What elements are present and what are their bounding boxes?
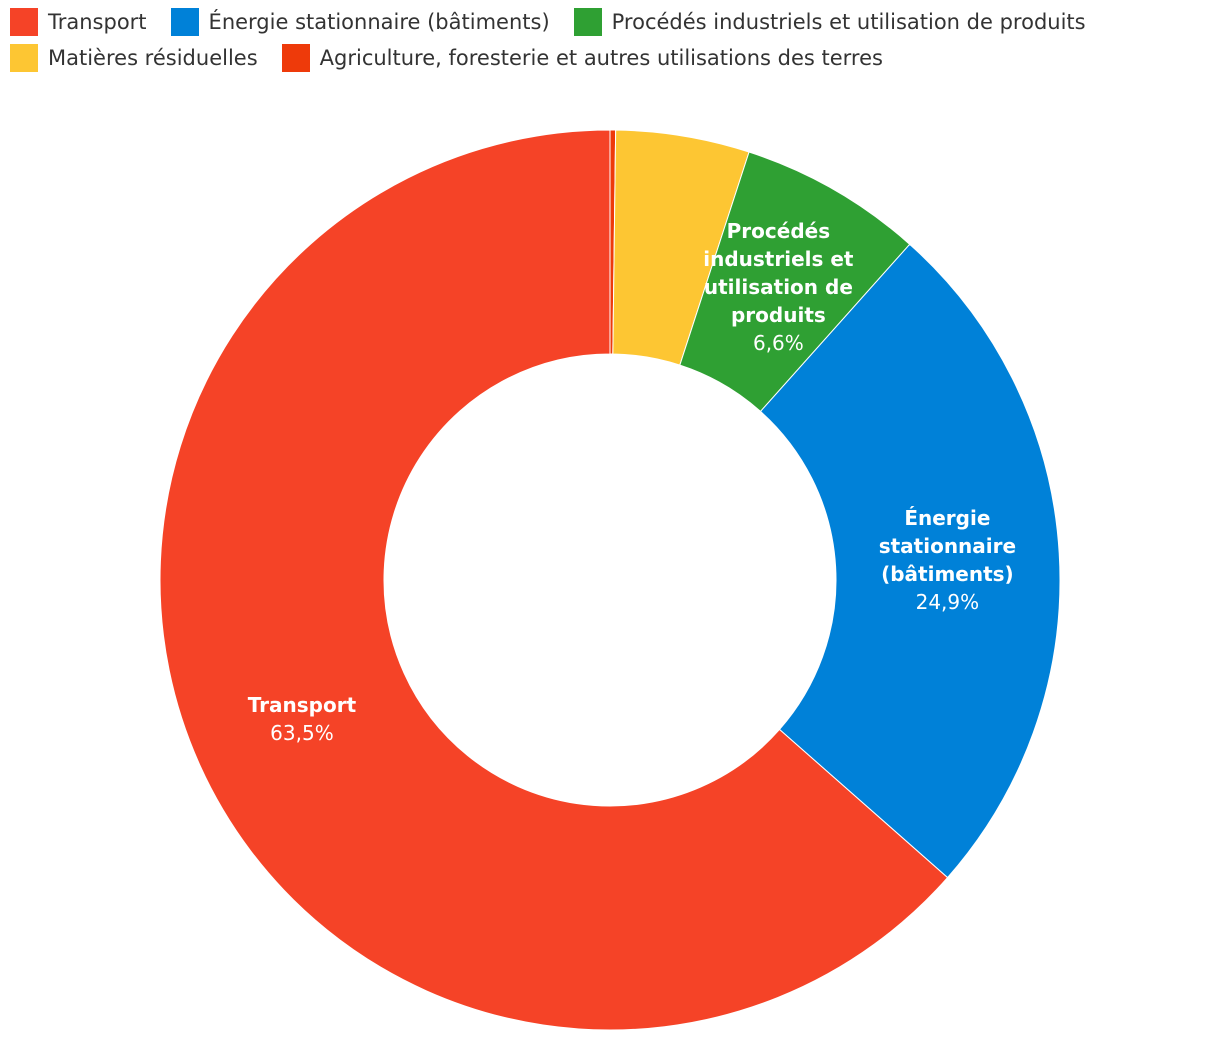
slices-layer xyxy=(159,129,1061,1031)
slice-label-energie-stationnaire-batiments: Énergie stationnaire (bâtiments) 24,9% xyxy=(879,506,1016,614)
slice-label-name-line: utilisation de xyxy=(704,275,853,299)
slice-energie-stationnaire-batiments[interactable] xyxy=(759,243,1061,879)
slice-label-name-line: Procédés xyxy=(727,219,830,243)
legend-item-transport[interactable]: Transport xyxy=(10,8,147,36)
legend-label: Procédés industriels et utilisation de p… xyxy=(611,10,1086,34)
legend-label: Transport xyxy=(48,10,147,34)
slice-label-value: 24,9% xyxy=(916,590,980,614)
slice-labels-layer: Procédés industriels et utilisation de prod… xyxy=(248,219,1016,745)
legend-item-energie-stationnaire-batiments[interactable]: Énergie stationnaire (bâtiments) xyxy=(170,8,550,36)
slice-transport[interactable] xyxy=(159,129,949,1031)
legend-swatch xyxy=(281,44,310,72)
legend-swatch xyxy=(10,8,38,36)
slice-label-procedes-industriels-et-utilisation-de-produits: Procédés industriels et utilisation de prod… xyxy=(703,219,854,355)
legend: Transport Énergie stationnaire (bâtiments… xyxy=(10,8,1210,72)
legend-swatch xyxy=(573,8,602,36)
legend-item-procedes-industriels-et-utilisation-de-produits[interactable]: Procédés industriels et utilisation de p… xyxy=(573,8,1086,36)
slice-label-name-line: Énergie xyxy=(904,506,990,530)
slice-label-value: 63,5% xyxy=(270,721,334,745)
legend-item-agriculture-foresterie-et-autres-utilisations-des-terres[interactable]: Agriculture, foresterie et autres utilis… xyxy=(281,44,883,72)
slice-label-name-line: industriels et xyxy=(703,247,854,271)
legend-label: Matières résiduelles xyxy=(48,46,258,70)
slice-label-name-line: stationnaire xyxy=(879,534,1016,558)
slice-label-value: 6,6% xyxy=(753,331,804,355)
legend-label: Agriculture, foresterie et autres utilis… xyxy=(319,46,883,70)
slice-label-transport: Transport 63,5% xyxy=(248,693,357,745)
slice-label-name-line: Transport xyxy=(248,693,357,717)
slice-label-name-line: produits xyxy=(731,303,826,327)
legend-swatch xyxy=(170,8,199,36)
legend-label: Énergie stationnaire (bâtiments) xyxy=(208,10,550,34)
legend-item-matieres-residuelles[interactable]: Matières résiduelles xyxy=(10,44,258,72)
slice-label-name-line: (bâtiments) xyxy=(881,562,1014,586)
legend-swatch xyxy=(10,44,38,72)
